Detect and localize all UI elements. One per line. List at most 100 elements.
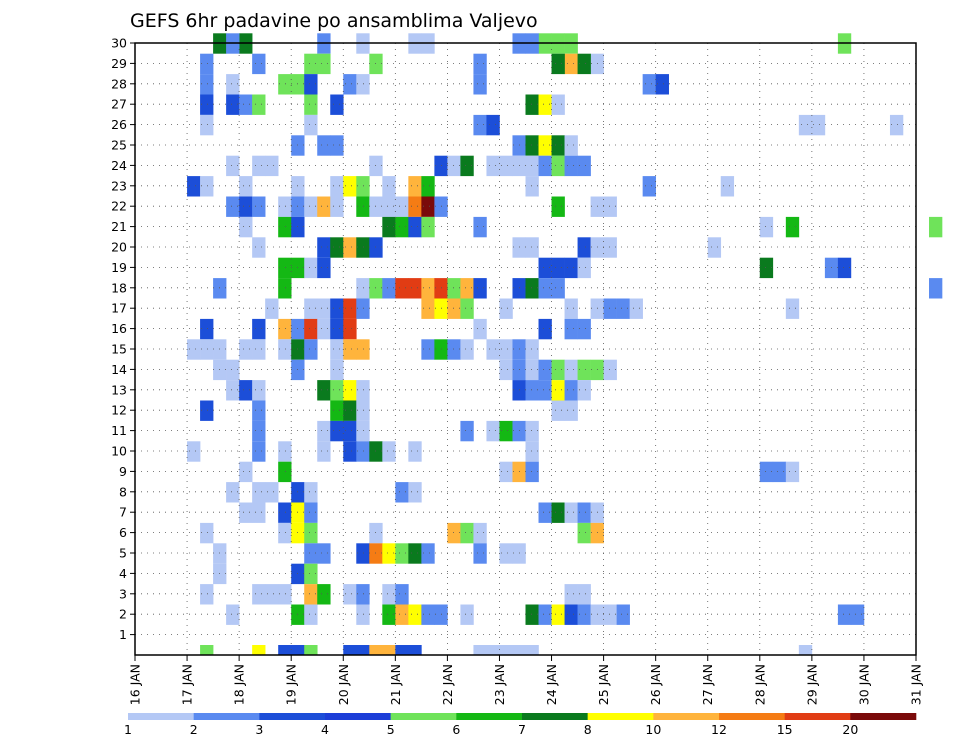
- colorbar-swatch: [587, 713, 654, 720]
- heatmap-cell: [200, 400, 214, 421]
- heatmap-cell: [473, 74, 487, 95]
- heatmap-cell: [330, 420, 344, 442]
- heatmap-cell: [538, 604, 552, 625]
- heatmap-cell: [551, 604, 565, 625]
- heatmap-cell: [447, 298, 461, 319]
- heatmap-cell: [551, 135, 565, 156]
- y-tick-label: 19: [111, 260, 127, 275]
- heatmap-cell: [265, 155, 279, 177]
- x-tick-label: 24 JAN: [544, 664, 559, 705]
- heatmap-cell: [304, 543, 318, 564]
- y-tick-label: 25: [111, 138, 127, 153]
- heatmap-cell: [369, 196, 383, 217]
- heatmap-cell: [304, 318, 318, 340]
- heatmap-cell: [395, 278, 409, 299]
- heatmap-cell: [187, 339, 201, 360]
- heatmap-cell: [499, 543, 513, 564]
- heatmap-cell: [343, 441, 357, 462]
- heatmap-cell: [824, 257, 839, 279]
- heatmap-cell: [304, 94, 318, 115]
- heatmap-cell: [304, 196, 318, 217]
- heatmap-cell: [291, 216, 305, 238]
- heatmap-cell: [356, 645, 370, 655]
- heatmap-cell: [330, 135, 344, 156]
- heatmap-cell: [252, 645, 266, 655]
- heatmap-cell: [538, 318, 552, 340]
- heatmap-cell: [252, 380, 266, 401]
- colorbar: 1 2 3 4 5 6 7 8 10 12 15 20: [124, 713, 917, 737]
- heatmap-cell: [356, 339, 370, 360]
- colorbar-label: 1: [124, 722, 132, 737]
- y-tick-label: 7: [119, 505, 127, 520]
- y-tick-label: 17: [111, 301, 127, 316]
- heatmap-cell: [538, 135, 552, 156]
- colorbar-label: 5: [387, 722, 395, 737]
- heatmap-cell: [369, 522, 383, 544]
- colorbar-swatch: [850, 713, 917, 720]
- heatmap-cell: [408, 278, 422, 299]
- heatmap-cell: [525, 155, 539, 177]
- heatmap-cell: [421, 278, 435, 299]
- heatmap-cell: [356, 298, 370, 319]
- heatmap-cell: [343, 237, 357, 258]
- y-tick-label: 24: [111, 158, 127, 173]
- heatmap-cell: [239, 216, 253, 238]
- heatmap-cell: [603, 604, 617, 625]
- colorbar-swatch: [259, 713, 326, 720]
- y-tick-label: 12: [111, 403, 127, 418]
- heatmap-cell: [213, 359, 227, 381]
- heatmap-cell: [356, 441, 370, 462]
- heatmap-cell: [577, 502, 591, 523]
- heatmap-cell: [395, 584, 409, 605]
- heatmap-cell: [564, 257, 578, 279]
- heatmap-cell: [577, 522, 591, 544]
- heatmap-cell: [252, 339, 266, 360]
- heatmap-cell: [564, 502, 578, 523]
- heatmap-cell: [408, 196, 422, 217]
- heatmap-cell: [408, 604, 422, 625]
- y-tick-label: 14: [111, 362, 127, 377]
- heatmap-cell: [252, 482, 266, 503]
- heatmap-cell: [551, 196, 565, 217]
- heatmap-cell: [551, 94, 565, 115]
- heatmap-cell: [499, 339, 513, 360]
- heatmap-cell: [291, 339, 305, 360]
- heatmap-cell: [564, 400, 578, 421]
- heatmap-cell: [577, 257, 591, 279]
- heatmap-cell: [499, 298, 513, 319]
- heatmap-cell: [291, 74, 305, 95]
- heatmap-cell: [226, 94, 240, 115]
- y-tick-label: 1: [119, 627, 127, 642]
- x-tick-label: 30 JAN: [856, 664, 871, 705]
- colorbar-label: 15: [777, 722, 793, 737]
- heatmap-cell: [265, 584, 279, 605]
- heatmap-cell: [590, 237, 604, 258]
- y-tick-label: 28: [111, 76, 127, 91]
- heatmap-cell: [798, 114, 813, 136]
- heatmap-cell: [577, 318, 591, 340]
- heatmap-cell: [291, 176, 305, 197]
- heatmap-cell: [278, 645, 292, 655]
- heatmap-cell: [343, 645, 357, 655]
- heatmap-cell: [603, 237, 617, 258]
- heatmap-cell: [538, 94, 552, 115]
- heatmap-cell: [304, 604, 318, 625]
- heatmap-cell: [486, 645, 500, 655]
- heatmap-cell: [564, 298, 578, 319]
- heatmap-cell: [330, 237, 344, 258]
- heatmap-cell: [850, 604, 865, 625]
- heatmap-cell: [785, 461, 800, 483]
- heatmap-cell: [226, 604, 240, 625]
- heatmap-cell: [226, 380, 240, 401]
- heatmap-cell: [239, 196, 253, 217]
- heatmap-cell: [486, 114, 500, 136]
- y-tick-label: 27: [111, 97, 127, 112]
- heatmap-cell: [759, 461, 774, 483]
- heatmap-cell: [369, 237, 383, 258]
- heatmap-cell: [278, 339, 292, 360]
- heatmap-cell: [239, 339, 253, 360]
- y-tick-label: 21: [111, 219, 127, 234]
- colorbar-label: 8: [584, 722, 592, 737]
- heatmap-cell: [551, 278, 565, 299]
- heatmap-cell: [499, 461, 513, 483]
